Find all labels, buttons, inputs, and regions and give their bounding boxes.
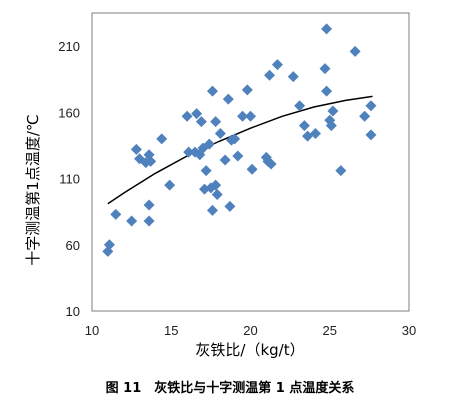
data-point [365, 100, 377, 112]
data-point [211, 188, 223, 200]
data-point [206, 85, 218, 97]
data-point [110, 208, 122, 220]
data-point [183, 146, 195, 158]
data-point [335, 165, 347, 177]
data-point [271, 59, 283, 71]
data-point [365, 129, 377, 141]
data-point [359, 110, 371, 122]
y-tick-label: 210 [58, 39, 80, 54]
data-point [265, 158, 277, 170]
data-point [287, 71, 299, 83]
data-point [264, 69, 276, 81]
y-tick-label: 10 [66, 304, 80, 319]
data-point [156, 133, 168, 145]
data-point [349, 45, 361, 57]
data-point [203, 138, 215, 150]
data-points [102, 23, 377, 257]
data-point [222, 93, 234, 105]
data-point [241, 84, 253, 96]
data-point [181, 110, 193, 122]
data-point [237, 110, 249, 122]
data-point [246, 163, 258, 175]
data-point [214, 128, 226, 140]
data-point [210, 179, 222, 191]
data-point [232, 150, 244, 162]
data-point [206, 204, 218, 216]
data-point [327, 105, 339, 117]
y-tick-label: 60 [66, 238, 80, 253]
data-point [143, 199, 155, 211]
data-point [321, 85, 333, 97]
data-point [126, 215, 138, 227]
data-point [210, 116, 222, 128]
data-point [219, 154, 231, 166]
y-axis-title: 十字测温第1点温度/℃ [24, 114, 42, 265]
x-tick-label: 15 [164, 323, 178, 338]
figure-caption: 图 11 灰铁比与十字测温第 1 点温度关系 [106, 380, 355, 396]
x-axis-title: 灰铁比/（kg/t） [195, 341, 304, 359]
data-point [145, 155, 157, 167]
data-point [294, 100, 306, 112]
x-tick-label: 20 [243, 323, 257, 338]
y-tick-label: 110 [59, 172, 80, 187]
data-point [164, 179, 176, 191]
y-tick-label: 160 [58, 105, 80, 120]
data-point [200, 165, 212, 177]
x-tick-label: 25 [323, 323, 337, 338]
data-point [143, 215, 155, 227]
data-point [245, 110, 256, 122]
data-point [191, 108, 203, 120]
data-point [325, 120, 337, 132]
data-point [229, 133, 241, 145]
y-tick-labels: 10 60 110 160 210 [58, 39, 80, 319]
data-point [309, 128, 321, 140]
data-point [103, 239, 115, 251]
x-tick-label: 30 [402, 323, 416, 338]
data-point [319, 63, 331, 75]
x-tick-label: 10 [85, 323, 99, 338]
data-point [321, 23, 333, 35]
x-tick-labels: 10 15 20 25 30 [85, 323, 416, 338]
data-point [224, 200, 236, 212]
data-point [130, 143, 142, 155]
data-point [195, 116, 207, 128]
data-point [298, 120, 310, 132]
